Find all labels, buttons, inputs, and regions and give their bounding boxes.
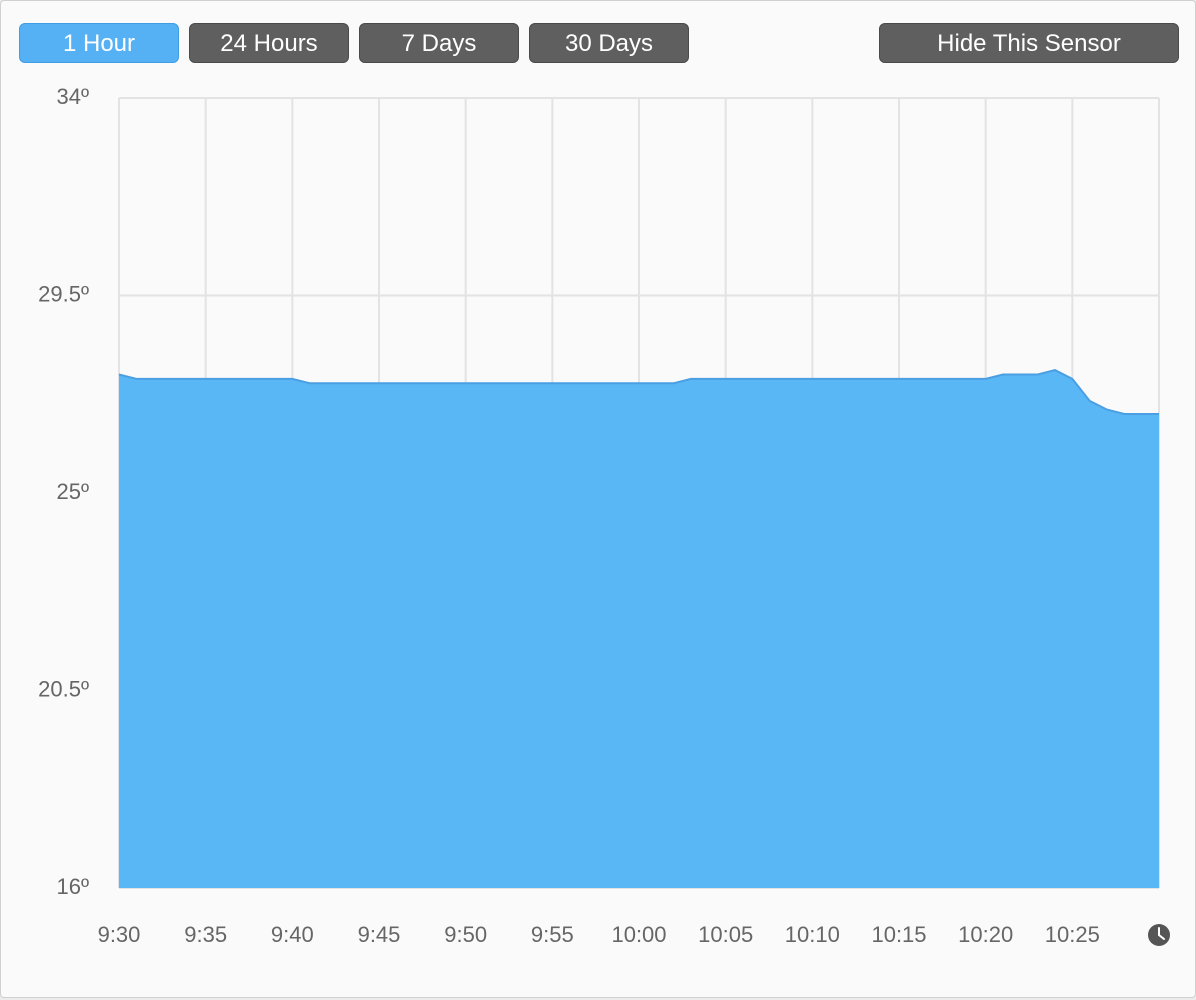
x-tick-label: 10:05 [698, 922, 753, 947]
clock-hands [1158, 927, 1165, 940]
area-line [118, 369, 1159, 415]
x-tick-label: 9:40 [271, 922, 314, 947]
x-tick-label: 10:00 [611, 922, 666, 947]
range-button[interactable]: 30 Days [529, 23, 689, 63]
clock-icon [1148, 924, 1170, 946]
x-tick-label: 10:10 [785, 922, 840, 947]
range-button[interactable]: 7 Days [359, 23, 519, 63]
range-button[interactable]: 1 Hour [19, 23, 179, 63]
y-tick-label: 25º [56, 479, 89, 504]
x-tick-label: 9:50 [444, 922, 487, 947]
x-tick-label: 10:20 [958, 922, 1013, 947]
y-tick-label: 16º [56, 874, 89, 899]
area [119, 370, 1159, 889]
y-tick-label: 34º [56, 84, 89, 109]
x-tick-label: 9:30 [98, 922, 141, 947]
x-tick-label: 9:35 [184, 922, 227, 947]
range-button[interactable]: Hide This Sensor [879, 23, 1179, 63]
range-button[interactable]: 24 Hours [189, 23, 349, 63]
y-tick-label: 20.5º [38, 676, 89, 701]
x-tick-label: 10:25 [1045, 922, 1100, 947]
y-tick-label: 29.5º [38, 281, 89, 306]
x-tick-label: 10:15 [871, 922, 926, 947]
x-tick-label: 9:55 [531, 922, 574, 947]
x-tick-label: 9:45 [358, 922, 401, 947]
